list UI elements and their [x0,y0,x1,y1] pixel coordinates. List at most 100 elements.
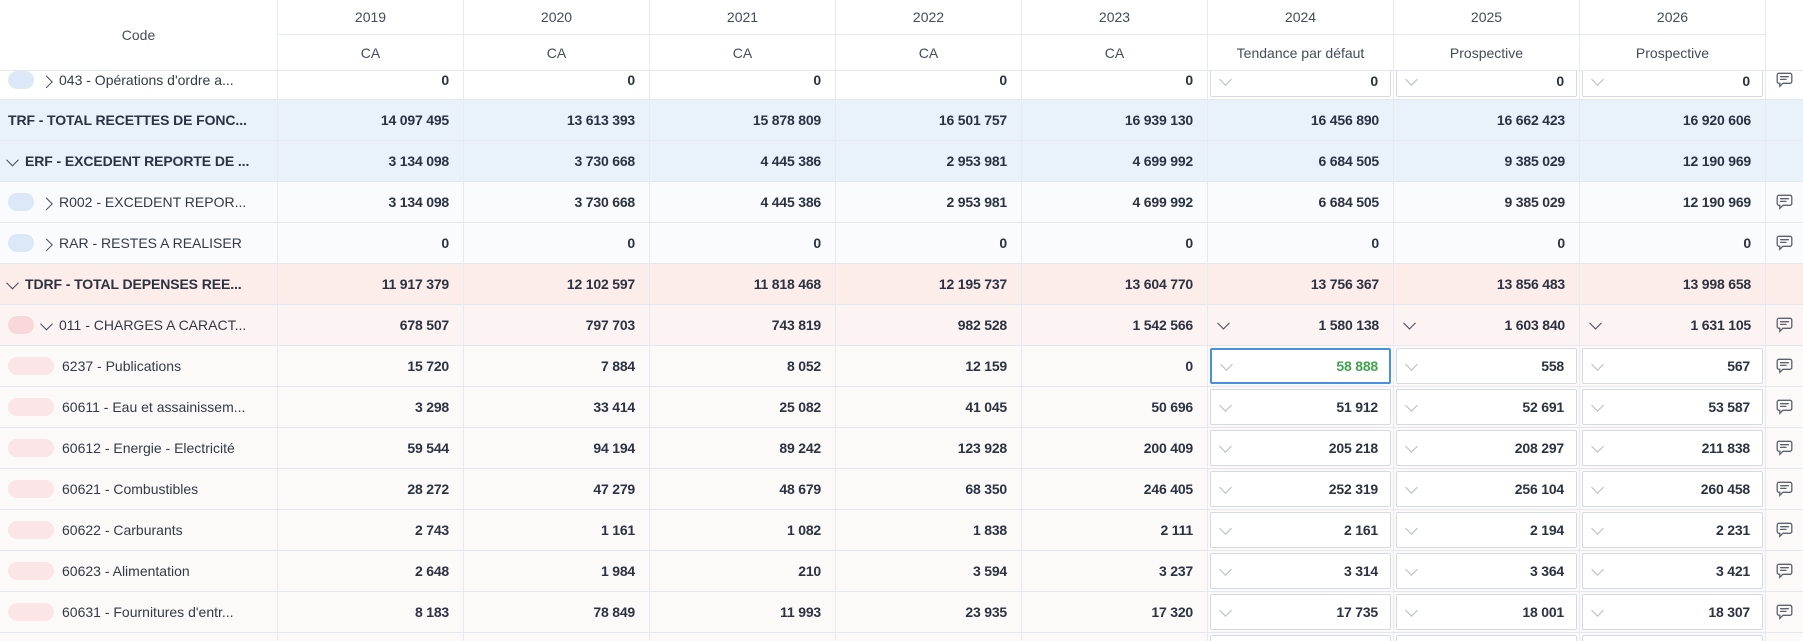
chevron-down-icon[interactable] [1589,316,1602,330]
chevron-down-icon[interactable] [1219,73,1232,86]
chevron-down-icon[interactable] [1591,73,1604,86]
comment-wrap [1776,194,1793,210]
chevron-down-icon[interactable] [1403,316,1416,330]
forecast-cell-input[interactable] [1582,635,1763,641]
cell-2021: 15 878 809 [650,100,836,140]
comment-icon[interactable] [1776,522,1793,538]
chevron-down-icon[interactable] [1591,440,1604,453]
forecast-cell-input[interactable]: 208 297 [1396,430,1577,466]
forecast-cell-input[interactable]: 256 104 [1396,471,1577,507]
chevron-down-icon[interactable] [1219,399,1232,412]
row-label-group: 60622 - Carburants [8,521,183,539]
forecast-cell-input[interactable]: 18 307 [1582,594,1763,630]
cell-2020: 3 730 668 [464,141,650,181]
forecast-cell-input[interactable]: 0 [1582,71,1763,97]
forecast-cell-input[interactable] [1396,635,1577,641]
comment-icon[interactable] [1776,317,1793,333]
comment-icon[interactable] [1776,358,1793,374]
chevron-down-icon[interactable] [1405,563,1418,576]
cell-2023: 17 320 [1022,592,1208,632]
cell-value-wrap: 3 134 098 [389,153,450,169]
cell-value-wrap: 2 111 [1161,522,1194,538]
forecast-cell-input[interactable]: 2 161 [1210,512,1391,548]
cell-value-wrap: 15 878 809 [753,112,821,128]
forecast-cell-input[interactable]: 2 231 [1582,512,1763,548]
forecast-cell-input[interactable]: 211 838 [1582,430,1763,466]
forecast-cell-input[interactable]: 252 319 [1210,471,1391,507]
forecast-cell-input[interactable] [1210,635,1391,641]
forecast-cell-input[interactable]: 0 [1396,71,1577,97]
chevron-down-icon[interactable] [1405,522,1418,535]
comment-icon[interactable] [1776,563,1793,579]
comment-wrap [1776,522,1793,538]
comment-icon[interactable] [1776,72,1793,88]
comment-wrap [1776,358,1793,374]
forecast-cell-input[interactable]: 3 364 [1396,553,1577,589]
cell-value: 2 194 [1529,522,1564,538]
chevron-down-icon[interactable] [1591,522,1604,535]
forecast-cell-input[interactable]: 17 735 [1210,594,1391,630]
comment-icon[interactable] [1776,399,1793,415]
chevron-down-icon[interactable] [6,276,19,289]
chevron-down-icon[interactable] [40,317,53,330]
row-60623: 60623 - Alimentation 2 648 1 984 210 3 594 3 … [0,551,1803,592]
forecast-cell-input[interactable]: 3 314 [1210,553,1391,589]
cell-value-wrap: 15 720 [407,358,449,374]
comment-icon[interactable] [1776,194,1793,210]
chevron-down-icon[interactable] [1219,440,1232,453]
cell-value: 12 195 737 [938,276,1007,292]
forecast-cell-input[interactable]: 205 218 [1210,430,1391,466]
forecast-cell-input[interactable]: 0 [1210,71,1391,97]
cell-value: 47 279 [593,481,635,497]
chevron-down-icon[interactable] [1219,481,1232,494]
chevron-down-icon[interactable] [1405,399,1418,412]
cell-2019: 3 134 098 [278,141,464,181]
cell-2024: 0 [1208,223,1394,263]
cell-value: 3 421 [1715,563,1750,579]
chevron-down-icon[interactable] [1405,73,1418,86]
forecast-cell-input[interactable]: 53 587 [1582,389,1763,425]
comment-icon[interactable] [1776,235,1793,251]
header-year-2024: 2024 [1208,0,1394,35]
chevron-down-icon[interactable] [6,153,19,166]
chevron-right-icon[interactable] [40,238,53,251]
chevron-down-icon[interactable] [1405,481,1418,494]
cell-value: 12 190 969 [1682,153,1751,169]
forecast-cell-input[interactable]: 58 888 [1210,348,1391,384]
chevron-down-icon[interactable] [1405,358,1418,371]
cell-value: 11 818 468 [753,276,821,292]
cell-2025: 1 603 840 [1394,305,1580,345]
cell-value-wrap: 1 580 138 [1319,317,1380,333]
forecast-cell-input[interactable]: 18 001 [1396,594,1577,630]
comment-icon[interactable] [1776,481,1793,497]
chevron-down-icon[interactable] [1219,563,1232,576]
chevron-down-icon[interactable] [1591,358,1604,371]
chevron-right-icon[interactable] [40,197,53,210]
forecast-cell-input[interactable]: 2 194 [1396,512,1577,548]
chevron-down-icon[interactable] [1405,440,1418,453]
cell-2022: 12 195 737 [836,264,1022,304]
cell-value-wrap: 0 [441,235,449,251]
cell-2021: 743 819 [650,305,836,345]
forecast-cell-input[interactable]: 51 912 [1210,389,1391,425]
forecast-cell-input[interactable]: 3 421 [1582,553,1763,589]
chevron-right-icon[interactable] [40,75,53,88]
chevron-down-icon[interactable] [1591,563,1604,576]
comment-icon[interactable] [1776,604,1793,620]
chevron-down-icon[interactable] [1591,399,1604,412]
status-pill [8,357,54,375]
chevron-down-icon[interactable] [1219,522,1232,535]
chevron-down-icon[interactable] [1220,358,1233,371]
forecast-cell-input[interactable]: 260 458 [1582,471,1763,507]
cell-value-wrap: 8 183 [415,604,449,620]
forecast-cell-input[interactable]: 558 [1396,348,1577,384]
chevron-down-icon[interactable] [1217,316,1230,330]
chevron-down-icon[interactable] [1405,604,1418,617]
chevron-down-icon[interactable] [1591,481,1604,494]
comment-icon[interactable] [1776,440,1793,456]
chevron-down-icon[interactable] [1219,604,1232,617]
chevron-down-icon[interactable] [1591,604,1604,617]
forecast-cell-input[interactable]: 567 [1582,348,1763,384]
forecast-cell-input[interactable]: 52 691 [1396,389,1577,425]
cell-value-wrap: 797 703 [586,317,635,333]
